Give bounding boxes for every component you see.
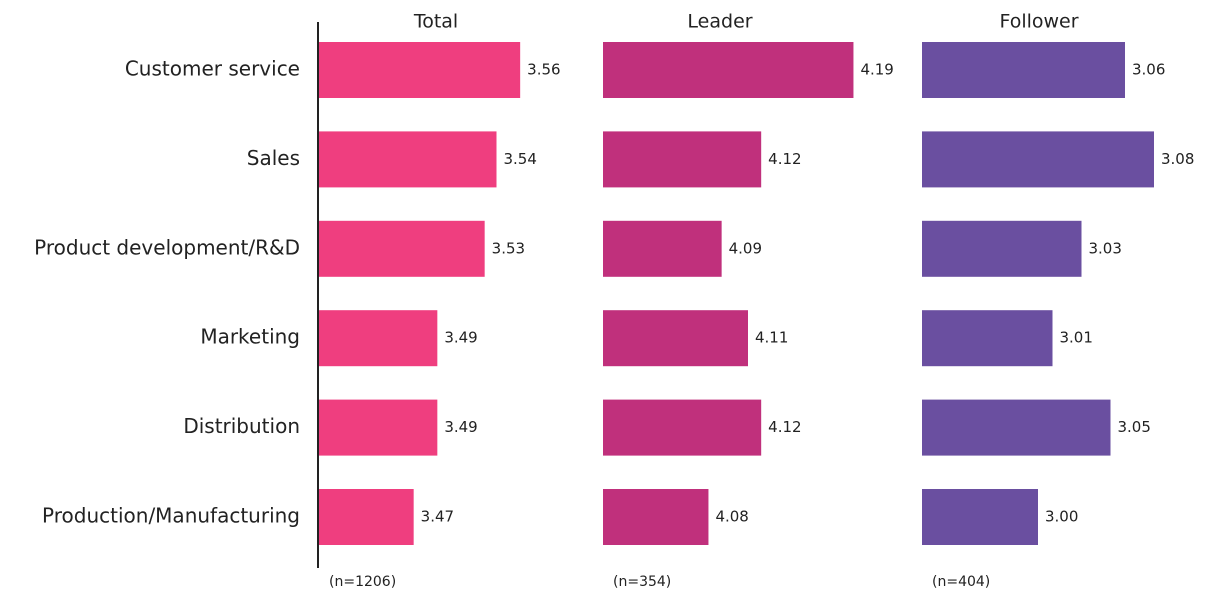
bar [603,489,709,545]
bar [922,42,1125,98]
category-label: Production/Manufacturing [42,504,300,528]
bar [922,220,1082,277]
value-label: 3.01 [1060,329,1093,347]
panel-title: Follower [999,11,1078,33]
bar [319,399,438,456]
bar [922,399,1111,456]
value-label: 3.56 [527,61,560,79]
value-label: 3.53 [492,239,525,257]
bar [319,489,414,545]
value-label: 3.49 [444,329,477,347]
value-label: 3.00 [1045,508,1078,526]
sample-size: (n=404) [932,574,990,590]
value-label: 4.08 [715,508,748,526]
bar [603,42,854,98]
value-label: 3.49 [444,418,477,436]
bar [603,399,762,456]
bar [603,310,748,367]
value-label: 3.47 [421,508,454,526]
bar [319,220,485,277]
value-label: 3.03 [1089,239,1122,257]
category-label: Distribution [183,414,300,438]
value-label: 4.09 [729,239,762,257]
value-label: 3.06 [1132,61,1165,79]
value-label: 4.12 [768,418,801,436]
bar [319,131,497,188]
value-label: 4.19 [860,61,893,79]
sample-size: (n=354) [613,574,671,590]
category-label: Marketing [200,325,300,349]
panel-title: Total [413,11,458,33]
sample-size: (n=1206) [329,574,396,590]
bar [319,310,438,367]
bar [603,131,762,188]
category-label: Product development/R&D [34,235,300,259]
value-label: 3.08 [1161,150,1194,168]
bar [922,310,1053,367]
category-label: Customer service [125,57,300,81]
panel-title: Leader [687,11,752,33]
category-label: Sales [247,146,300,170]
bar [319,42,521,98]
bar [603,220,722,277]
value-label: 4.12 [768,150,801,168]
value-label: 4.11 [755,329,788,347]
value-label: 3.54 [504,150,537,168]
value-label: 3.05 [1118,418,1151,436]
bar [922,131,1154,188]
bar [922,489,1038,545]
